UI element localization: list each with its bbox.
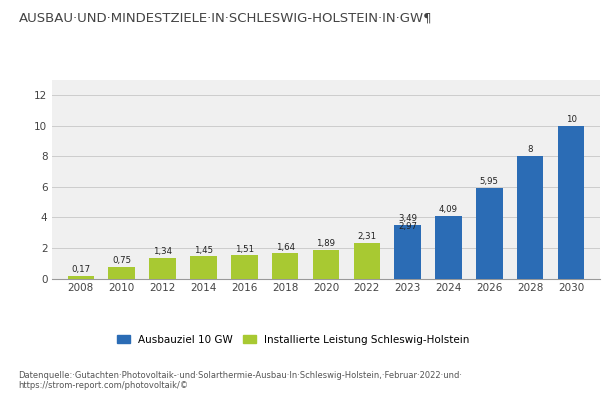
Text: 1,64: 1,64: [276, 243, 295, 252]
Bar: [558, 125, 584, 279]
Text: 0,17: 0,17: [71, 265, 90, 274]
Legend: Ausbauziel 10 GW, Installierte Leistung Schleswig-Holstein: Ausbauziel 10 GW, Installierte Leistung …: [113, 331, 474, 349]
Bar: [108, 267, 135, 279]
Text: 0,75: 0,75: [112, 256, 131, 265]
Bar: [476, 187, 502, 279]
Text: 10: 10: [566, 115, 576, 124]
Bar: [149, 258, 176, 279]
Bar: [354, 243, 380, 279]
Text: 1,34: 1,34: [153, 247, 172, 256]
Bar: [68, 276, 94, 279]
Text: 2,97: 2,97: [398, 222, 417, 231]
Text: 1,51: 1,51: [235, 245, 254, 254]
Bar: [394, 225, 421, 279]
Bar: [435, 216, 462, 279]
Bar: [394, 233, 421, 279]
Text: AUSBAU·UND·MINDESTZIELE·IN·SCHLESWIG-HOLSTEIN·IN·GW¶: AUSBAU·UND·MINDESTZIELE·IN·SCHLESWIG-HOL…: [18, 12, 432, 25]
Bar: [272, 254, 298, 279]
Text: 4,09: 4,09: [439, 205, 458, 214]
Bar: [517, 156, 544, 279]
Text: 5,95: 5,95: [480, 177, 499, 186]
Text: 3,49: 3,49: [398, 215, 417, 223]
Text: 1,89: 1,89: [317, 239, 335, 248]
Text: 1,45: 1,45: [194, 246, 213, 255]
Text: Datenquelle:·Gutachten·Photovoltaik-·und·Solarthermie-Ausbau·In·Schleswig-Holste: Datenquelle:·Gutachten·Photovoltaik-·und…: [18, 371, 462, 390]
Bar: [190, 256, 216, 279]
Bar: [231, 256, 258, 279]
Text: 2,31: 2,31: [357, 232, 376, 242]
Text: 8: 8: [528, 145, 533, 154]
Bar: [312, 250, 339, 279]
